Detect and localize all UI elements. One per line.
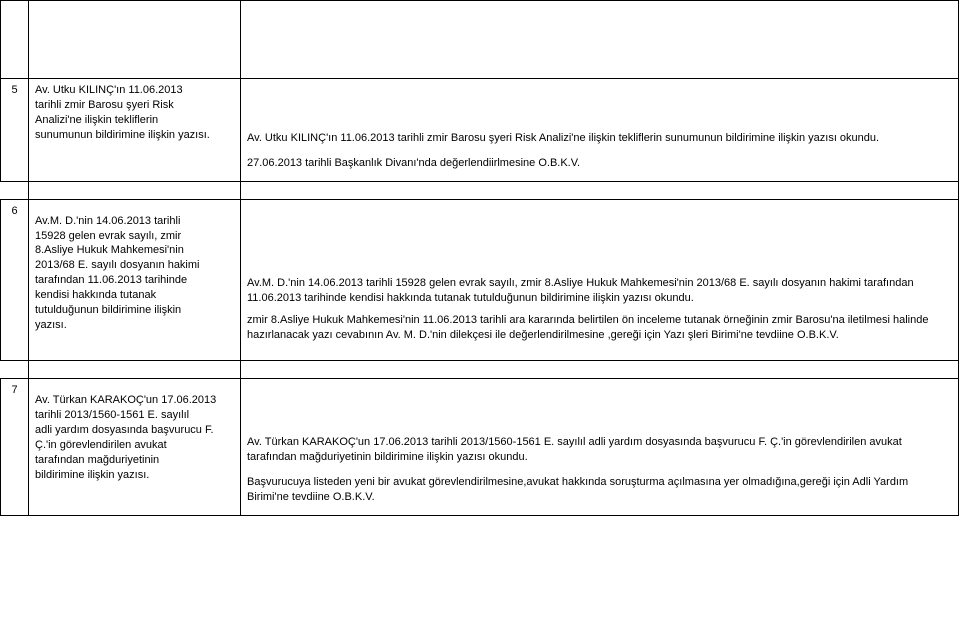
text-line: 2013/68 E. sayılı dosyanın hakimi: [35, 259, 199, 271]
text-line: Av. Utku KILINÇ'ın 11.06.2013: [35, 84, 183, 96]
row-number: 7: [1, 379, 29, 515]
text-line: Ç.'in görevlendirilen avukat: [35, 439, 167, 451]
text-line: tarafından mağduriyetinin: [35, 454, 159, 466]
header-spacer-num: [1, 1, 29, 79]
table-row: 6 Av.M. D.'nin 14.06.2013 tarihli 15928 …: [1, 199, 959, 361]
gap-row: [1, 361, 959, 379]
text-line: Av.M. D.'nin 14.06.2013 tarihli: [35, 215, 180, 227]
row5-right-p1: Av. Utku KILINÇ'ın 11.06.2013 tarihli zm…: [247, 131, 952, 146]
text-line: tarafından 11.06.2013 tarihinde: [35, 274, 187, 286]
row6-left-text: Av.M. D.'nin 14.06.2013 tarihli 15928 ge…: [35, 214, 234, 333]
text-line: sunumunun bildirimine ilişkin yazısı.: [35, 129, 210, 141]
row5-left-cell: Av. Utku KILINÇ'ın 11.06.2013 tarihli zm…: [29, 79, 241, 182]
text-line: tarihli zmir Barosu şyeri Risk: [35, 99, 174, 111]
row6-right-p1: Av.M. D.'nin 14.06.2013 tarihli 15928 ge…: [247, 276, 952, 306]
table-row: 7 Av. Türkan KARAKOÇ'un 17.06.2013 tarih…: [1, 379, 959, 515]
row5-left-text: Av. Utku KILINÇ'ın 11.06.2013 tarihli zm…: [35, 83, 234, 142]
row5-right-p2: 27.06.2013 tarihli Başkanlık Divanı'nda …: [247, 156, 952, 171]
text-line: 15928 gelen evrak sayılı, zmir: [35, 230, 181, 242]
row5-right-cell: Av. Utku KILINÇ'ın 11.06.2013 tarihli zm…: [241, 79, 959, 182]
row-number: 5: [1, 79, 29, 182]
text-line: bildirimine ilişkin yazısı.: [35, 469, 149, 481]
row6-right-cell: Av.M. D.'nin 14.06.2013 tarihli 15928 ge…: [241, 199, 959, 361]
text-line: adli yardım dosyasında başvurucu F.: [35, 424, 214, 436]
row7-left-cell: Av. Türkan KARAKOÇ'un 17.06.2013 tarihli…: [29, 379, 241, 515]
text-line: yazısı.: [35, 319, 67, 331]
row7-right-p1: Av. Türkan KARAKOÇ'un 17.06.2013 tarihli…: [247, 435, 952, 465]
table-row: 5 Av. Utku KILINÇ'ın 11.06.2013 tarihli …: [1, 79, 959, 182]
text-line: Av. Türkan KARAKOÇ'un 17.06.2013: [35, 394, 216, 406]
row7-right-p2: Başvurucuya listeden yeni bir avukat gör…: [247, 475, 952, 505]
gap-row: [1, 181, 959, 199]
row7-left-text: Av. Türkan KARAKOÇ'un 17.06.2013 tarihli…: [35, 393, 234, 482]
page: 5 Av. Utku KILINÇ'ın 11.06.2013 tarihli …: [0, 0, 959, 634]
header-spacer-left: [29, 1, 241, 79]
text-line: tutulduğunun bildirimine ilişkin: [35, 304, 181, 316]
text-line: 8.Asliye Hukuk Mahkemesi'nin: [35, 244, 184, 256]
row7-right-cell: Av. Türkan KARAKOÇ'un 17.06.2013 tarihli…: [241, 379, 959, 515]
text-line: tarihli 2013/1560-1561 E. sayılıl: [35, 409, 189, 421]
text-line: kendisi hakkında tutanak: [35, 289, 156, 301]
header-spacer-row: [1, 1, 959, 79]
row6-left-cell: Av.M. D.'nin 14.06.2013 tarihli 15928 ge…: [29, 199, 241, 361]
header-spacer-right: [241, 1, 959, 79]
text-line: Analizi'ne ilişkin tekliflerin: [35, 114, 158, 126]
row6-right-p2: zmir 8.Asliye Hukuk Mahkemesi'nin 11.06.…: [247, 313, 952, 343]
document-table: 5 Av. Utku KILINÇ'ın 11.06.2013 tarihli …: [0, 0, 959, 516]
row-number: 6: [1, 199, 29, 361]
